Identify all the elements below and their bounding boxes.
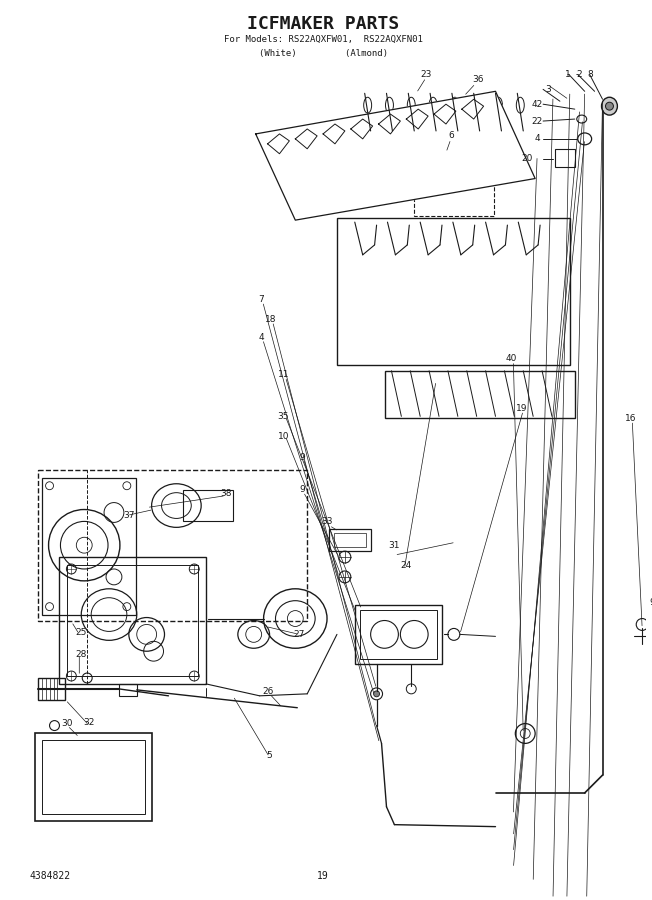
- Bar: [42, 478, 136, 615]
- Text: 9: 9: [299, 485, 305, 494]
- Bar: [35, 734, 152, 821]
- Bar: [334, 534, 366, 547]
- Bar: [426, 156, 464, 187]
- Text: ICFMAKER PARTS: ICFMAKER PARTS: [247, 15, 399, 33]
- Text: 3: 3: [545, 85, 551, 94]
- Text: 22: 22: [531, 116, 542, 125]
- Text: 18: 18: [265, 315, 276, 324]
- Text: 26: 26: [262, 688, 273, 697]
- Text: 25: 25: [76, 628, 87, 637]
- Text: 20: 20: [522, 154, 533, 163]
- Bar: [414, 148, 494, 216]
- Text: 24: 24: [401, 561, 412, 570]
- Text: 33: 33: [321, 517, 333, 526]
- Text: 27: 27: [293, 630, 305, 639]
- Text: 37: 37: [123, 511, 134, 520]
- Text: 42: 42: [531, 100, 542, 109]
- Text: 16: 16: [625, 414, 636, 423]
- Text: 1: 1: [565, 70, 570, 79]
- Text: For Models: RS22AQXFW01,  RS22AQXFN01: For Models: RS22AQXFW01, RS22AQXFN01: [224, 35, 422, 44]
- Text: 31: 31: [389, 541, 400, 550]
- Text: 11: 11: [278, 370, 289, 379]
- Text: 9: 9: [299, 454, 305, 463]
- Polygon shape: [256, 91, 535, 220]
- Ellipse shape: [374, 691, 379, 697]
- Bar: [67, 565, 198, 676]
- Bar: [337, 218, 570, 364]
- Text: 2: 2: [576, 70, 582, 79]
- Text: 4384822: 4384822: [30, 871, 71, 881]
- Text: 8: 8: [587, 70, 593, 79]
- Text: 9: 9: [649, 598, 652, 608]
- Text: 38: 38: [220, 490, 231, 499]
- Bar: [555, 148, 575, 166]
- Text: 28: 28: [76, 650, 87, 659]
- Text: 5: 5: [267, 751, 273, 760]
- Ellipse shape: [606, 103, 614, 110]
- Text: 30: 30: [62, 719, 73, 728]
- Bar: [329, 529, 370, 551]
- Text: 32: 32: [83, 718, 95, 727]
- Bar: [38, 678, 65, 700]
- Text: 36: 36: [472, 75, 483, 84]
- Bar: [38, 470, 307, 620]
- Text: 19: 19: [317, 871, 329, 881]
- Bar: [360, 609, 437, 659]
- Bar: [59, 557, 206, 684]
- Ellipse shape: [602, 97, 617, 115]
- Text: 40: 40: [506, 355, 517, 364]
- Bar: [385, 371, 575, 418]
- Text: 10: 10: [278, 432, 289, 441]
- Text: 7: 7: [258, 295, 263, 304]
- Text: 4: 4: [534, 134, 540, 143]
- Bar: [183, 490, 233, 521]
- Text: 4: 4: [259, 333, 265, 342]
- Text: 6: 6: [448, 131, 454, 140]
- Bar: [42, 741, 145, 814]
- Text: 23: 23: [421, 70, 432, 79]
- Bar: [119, 684, 137, 696]
- Text: (White)         (Almond): (White) (Almond): [259, 50, 387, 58]
- Text: 19: 19: [516, 404, 527, 413]
- Bar: [355, 605, 442, 664]
- Text: 35: 35: [278, 412, 289, 421]
